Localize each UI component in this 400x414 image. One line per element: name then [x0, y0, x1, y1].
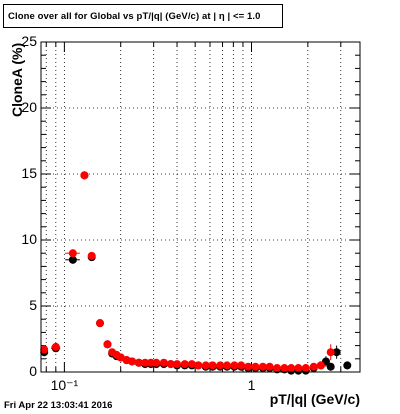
- data-point: [237, 361, 246, 370]
- data-point: [223, 361, 232, 370]
- series-1: [40, 171, 352, 375]
- data-point: [134, 358, 143, 367]
- data-point: [166, 360, 175, 369]
- data-point: [80, 171, 89, 180]
- data-point: [152, 358, 161, 367]
- data-point: [326, 348, 335, 357]
- data-point: [103, 340, 112, 349]
- data-point: [173, 360, 182, 369]
- data-point: [332, 348, 341, 357]
- data-point: [287, 364, 296, 373]
- data-point: [187, 360, 196, 369]
- x-tick-label: 1: [247, 377, 256, 393]
- data-point: [180, 360, 189, 369]
- data-point: [95, 319, 104, 328]
- data-point: [273, 364, 282, 373]
- data-point: [251, 362, 260, 371]
- data-point: [301, 364, 310, 373]
- data-point: [343, 361, 352, 370]
- data-point: [309, 362, 318, 371]
- x-tick-label: 10⁻¹: [50, 377, 79, 393]
- axis-ticks: [41, 41, 360, 373]
- data-point: [128, 357, 137, 366]
- data-point: [216, 361, 225, 370]
- data-point: [208, 361, 217, 370]
- data-point: [141, 358, 150, 367]
- y-tick-label: 15: [21, 165, 37, 181]
- data-point: [68, 255, 77, 264]
- x-axis-label: pT/|q| (GeV/c): [269, 391, 360, 407]
- data-point: [316, 361, 325, 370]
- data-point: [68, 249, 77, 258]
- data-point: [40, 345, 49, 354]
- data-point: [87, 251, 96, 260]
- data-point: [194, 361, 203, 370]
- data-point: [326, 362, 335, 371]
- data-point: [51, 342, 60, 351]
- data-point: [159, 358, 168, 367]
- plot-frame: [40, 41, 361, 373]
- data-point: [244, 362, 253, 371]
- data-point: [280, 364, 289, 373]
- data-point: [258, 362, 267, 371]
- data-point: [265, 362, 274, 371]
- y-tick-label: 20: [21, 99, 37, 115]
- data-point: [230, 361, 239, 370]
- data-series: [40, 171, 352, 375]
- y-tick-label: 0: [29, 363, 37, 379]
- chart-title: Clone over all for Global vs pT/|q| (GeV…: [3, 4, 283, 28]
- y-tick-label: 10: [21, 231, 37, 247]
- y-tick-label: 25: [21, 33, 37, 49]
- y-tick-label: 5: [29, 297, 37, 313]
- grid-lines: [41, 42, 360, 372]
- data-point: [201, 361, 210, 370]
- datestamp: Fri Apr 22 13:03:41 2016: [4, 400, 113, 411]
- series-2: [40, 171, 335, 373]
- data-point: [294, 364, 303, 373]
